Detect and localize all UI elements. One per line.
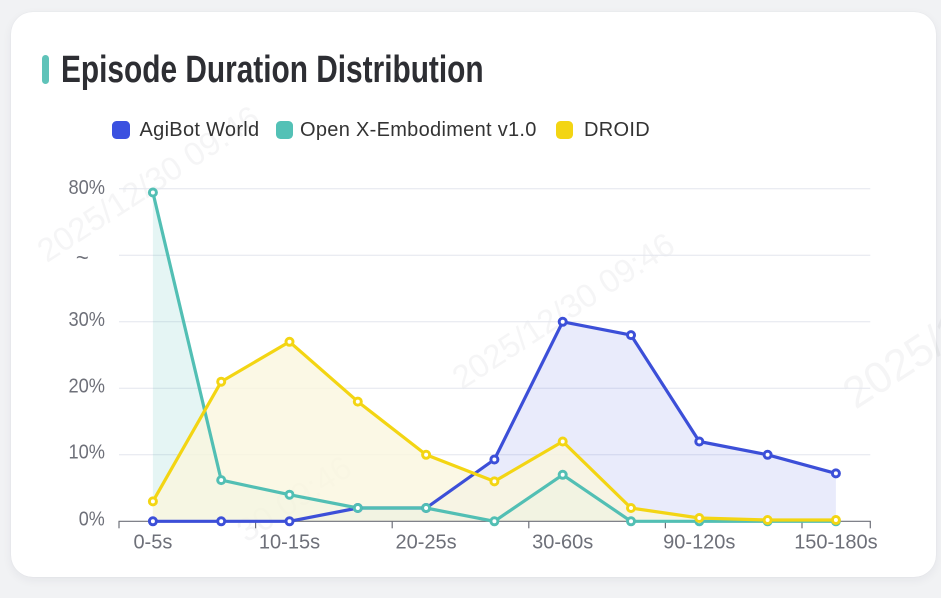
svg-text:10-15s: 10-15s (259, 531, 320, 553)
svg-text:0%: 0% (79, 509, 105, 531)
svg-text:10%: 10% (69, 442, 106, 464)
svg-text:150-180s: 150-180s (794, 531, 877, 553)
svg-text:90-120s: 90-120s (663, 531, 735, 553)
svg-text:20%: 20% (69, 376, 106, 398)
svg-text:30-60s: 30-60s (532, 531, 593, 553)
svg-text:80%: 80% (69, 177, 106, 199)
svg-text:30%: 30% (69, 309, 106, 331)
svg-text:20-25s: 20-25s (396, 531, 457, 553)
svg-text:~: ~ (76, 245, 89, 270)
svg-text:0-5s: 0-5s (133, 531, 172, 553)
